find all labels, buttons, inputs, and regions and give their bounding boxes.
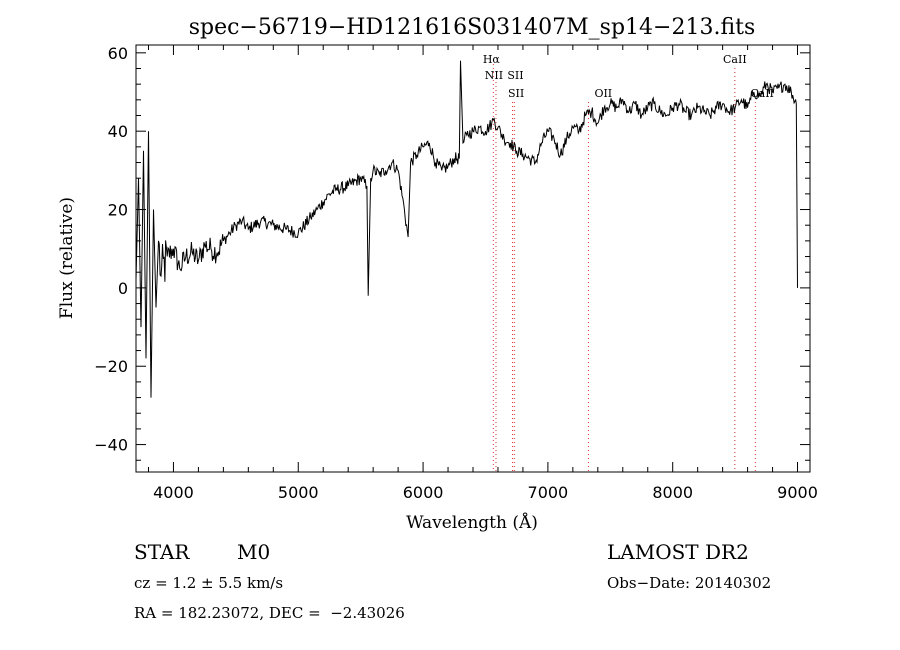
y-axis-label: Flux (relative) [57, 197, 77, 319]
y-tick-label: 0 [118, 279, 128, 298]
y-tick-label: 60 [108, 44, 128, 63]
plot-frame [135, 44, 811, 473]
y-tick-label: 20 [108, 201, 128, 220]
line-marker-label: CaII [723, 53, 747, 66]
spectrum-series [135, 60, 798, 398]
spectral-subclass: M0 [237, 540, 271, 564]
x-tick-label: 8000 [652, 483, 693, 502]
observation-date: Obs−Date: 20140302 [607, 574, 772, 592]
x-axis-label: Wavelength (Å) [406, 512, 538, 533]
y-tick-label: −20 [94, 357, 128, 376]
spectrum-line [135, 60, 798, 398]
coordinates: RA = 182.23072, DEC = −2.43026 [134, 604, 405, 622]
x-tick-label: 7000 [528, 483, 569, 502]
y-tick-label: 40 [108, 122, 128, 141]
line-marker-label: SII [507, 69, 523, 82]
x-tick-label: 4000 [153, 483, 194, 502]
line-marker-label: OII [594, 87, 612, 100]
chart-title: spec−56719−HD121616S031407M_sp14−213.fit… [189, 15, 756, 40]
axis-ticks: 4000 5000 6000 7000 8000 9000 −40 −20 0 20 40 60 [94, 44, 818, 502]
x-tick-label: 9000 [777, 483, 818, 502]
x-tick-label: 5000 [278, 483, 319, 502]
redshift-cz: cz = 1.2 ± 5.5 km/s [134, 574, 284, 592]
line-marker-label: NII [485, 69, 503, 82]
x-tick-label: 6000 [403, 483, 444, 502]
line-marker-label: SII [508, 87, 524, 100]
line-marker-label: Hα [483, 53, 501, 66]
survey-name: LAMOST DR2 [607, 540, 749, 564]
y-tick-label: −40 [94, 436, 128, 455]
object-class: STAR [134, 540, 190, 564]
